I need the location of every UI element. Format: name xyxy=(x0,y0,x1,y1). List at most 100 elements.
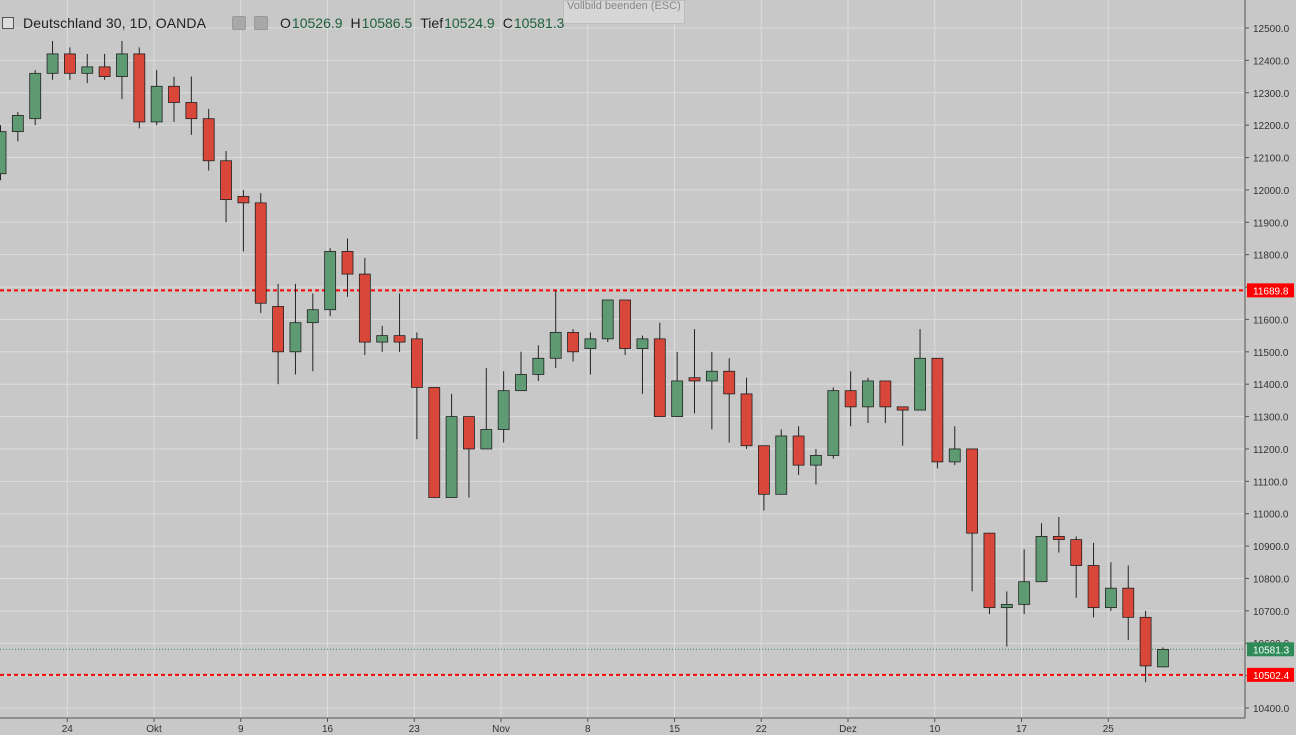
candle[interactable] xyxy=(1000,591,1013,647)
candle[interactable] xyxy=(584,332,597,375)
candle[interactable] xyxy=(775,429,788,495)
candle-body-up xyxy=(46,53,59,74)
candle[interactable] xyxy=(549,290,562,368)
x-tick-label: Dez xyxy=(839,724,857,735)
candle[interactable] xyxy=(567,329,579,362)
candle[interactable] xyxy=(480,368,493,450)
candle-body-down xyxy=(983,532,996,609)
candle[interactable] xyxy=(601,299,614,343)
candle[interactable] xyxy=(81,53,94,84)
symbol-title[interactable]: Deutschland 30, 1D, OANDA xyxy=(23,15,207,31)
candle[interactable] xyxy=(810,448,822,485)
candle[interactable] xyxy=(1087,542,1100,618)
candle[interactable] xyxy=(428,387,441,498)
candle[interactable] xyxy=(515,351,527,392)
candle[interactable] xyxy=(463,416,475,498)
candle[interactable] xyxy=(497,371,510,443)
candle[interactable] xyxy=(64,47,76,80)
candle[interactable] xyxy=(168,76,180,122)
candle-body-up xyxy=(81,66,94,74)
candle-body-down xyxy=(619,299,631,349)
x-tick-label: 25 xyxy=(1103,724,1115,735)
candle[interactable] xyxy=(11,112,24,142)
candle[interactable] xyxy=(324,248,337,317)
candle[interactable] xyxy=(29,70,42,126)
candle[interactable] xyxy=(1018,549,1031,615)
candle-body-down xyxy=(1139,616,1152,667)
candle[interactable] xyxy=(46,40,59,80)
candle[interactable] xyxy=(723,358,736,443)
candle[interactable] xyxy=(185,76,198,135)
level-price-tag xyxy=(1247,283,1294,298)
candle[interactable] xyxy=(758,445,770,511)
candle[interactable] xyxy=(1139,610,1152,683)
candle[interactable] xyxy=(1157,647,1169,668)
settings-icon[interactable] xyxy=(232,16,247,30)
candle-body-up xyxy=(810,455,822,466)
candle[interactable] xyxy=(254,193,267,313)
candle[interactable] xyxy=(393,293,406,352)
candle[interactable] xyxy=(844,371,857,427)
y-tick-label: 11600.0 xyxy=(1253,315,1289,326)
candle-body-down xyxy=(1070,539,1083,566)
candle[interactable] xyxy=(202,108,215,171)
y-tick-label: 11300.0 xyxy=(1253,413,1289,424)
candle[interactable] xyxy=(983,532,996,615)
candle[interactable] xyxy=(966,448,978,592)
y-tick-label: 10900.0 xyxy=(1253,542,1290,553)
candle[interactable] xyxy=(636,335,649,394)
candle[interactable] xyxy=(98,53,111,80)
candle-body-up xyxy=(775,435,788,495)
candle-body-down xyxy=(1122,587,1135,618)
candle[interactable] xyxy=(306,293,319,372)
candle[interactable] xyxy=(948,426,961,466)
candle[interactable] xyxy=(445,393,458,498)
y-tick-label: 10800.0 xyxy=(1253,574,1290,585)
candle[interactable] xyxy=(133,47,146,129)
candle[interactable] xyxy=(619,299,631,356)
candle[interactable] xyxy=(688,329,701,414)
candle[interactable] xyxy=(1070,536,1083,598)
candle[interactable] xyxy=(116,40,128,100)
candle[interactable] xyxy=(1035,523,1048,583)
candle-body-down xyxy=(254,202,267,304)
candle-body-down xyxy=(64,53,76,74)
candle[interactable] xyxy=(358,257,371,356)
candle[interactable] xyxy=(896,406,909,446)
candle[interactable] xyxy=(341,238,354,297)
candle[interactable] xyxy=(914,329,926,411)
candle[interactable] xyxy=(220,151,232,223)
candle[interactable] xyxy=(1122,565,1135,640)
candle[interactable] xyxy=(289,283,302,375)
collapse-icon[interactable] xyxy=(2,17,14,29)
candle[interactable] xyxy=(827,387,840,459)
candle-body-up xyxy=(914,357,926,411)
candle[interactable] xyxy=(671,351,684,417)
candle[interactable] xyxy=(272,283,285,385)
candle[interactable] xyxy=(931,357,944,469)
high-label: H xyxy=(350,15,361,31)
candle[interactable] xyxy=(532,345,545,381)
chart-header: Deutschland 30, 1D, OANDA O10526.9 H1058… xyxy=(0,12,564,34)
candle[interactable] xyxy=(705,351,718,430)
candle[interactable] xyxy=(0,125,7,181)
candle[interactable] xyxy=(237,189,250,252)
candle[interactable] xyxy=(1105,562,1117,611)
candle[interactable] xyxy=(792,426,805,475)
candle-body-up xyxy=(671,380,684,417)
close-value: 10581.3 xyxy=(513,15,565,31)
candle[interactable] xyxy=(862,377,874,424)
y-tick-label: 12300.0 xyxy=(1253,89,1290,100)
candle-body-up xyxy=(306,309,319,324)
x-tick-label: Nov xyxy=(492,724,510,735)
candle[interactable] xyxy=(410,332,423,440)
candle[interactable] xyxy=(740,377,753,449)
candle[interactable] xyxy=(653,322,666,417)
candle-body-up xyxy=(1035,535,1048,583)
candle[interactable] xyxy=(376,325,389,352)
candle[interactable] xyxy=(1052,516,1065,553)
candle[interactable] xyxy=(879,380,892,424)
candle[interactable] xyxy=(150,70,163,126)
hide-icon[interactable] xyxy=(254,16,269,30)
